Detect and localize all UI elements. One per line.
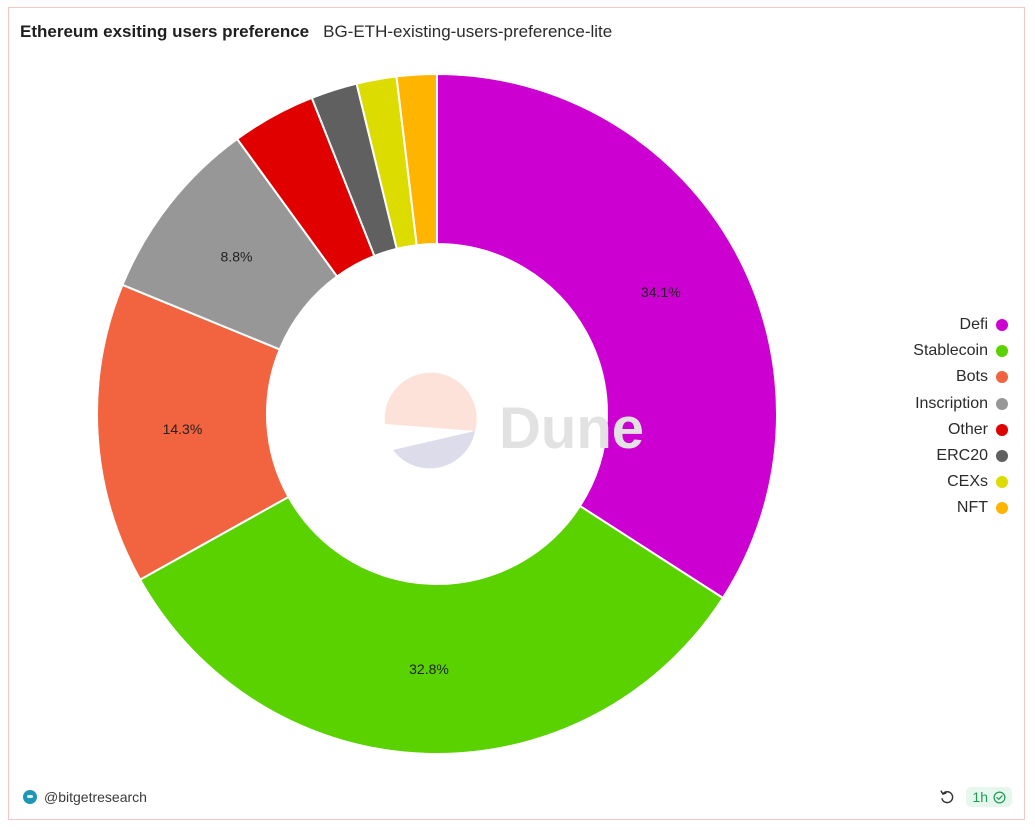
check-circle-icon [993,791,1006,803]
legend-swatch [996,423,1008,436]
legend-label: Stablecoin [913,342,988,360]
legend-label: Defi [959,316,988,334]
chart-slices [96,72,778,755]
slice-defi[interactable] [436,72,778,600]
data-label-stablecoin: 32.8% [409,661,449,677]
legend-item-inscription[interactable]: Inscription [913,391,1008,417]
legend-item-nft[interactable]: NFT [913,495,1008,521]
bitget-logo-icon [23,790,37,804]
legend-item-erc20[interactable]: ERC20 [913,443,1008,469]
watermark-logo-bottom [393,431,475,469]
slice-nft[interactable] [395,72,438,247]
legend-item-bots[interactable]: Bots [913,364,1008,390]
legend-swatch [996,319,1008,332]
legend-item-cexs[interactable]: CEXs [913,469,1008,495]
legend-label: Inscription [915,394,988,412]
legend-swatch [996,397,1008,410]
legend-label: ERC20 [936,447,988,465]
watermark-logo-top [384,372,477,431]
data-label-inscription: 8.8% [221,248,253,264]
legend-item-other[interactable]: Other [913,417,1008,443]
chart-legend: Defi Stablecoin Bots Inscription Other ERC20 C… [913,312,1008,522]
refresh-controls: 1h [938,787,1012,807]
legend-item-stablecoin[interactable]: Stablecoin [913,338,1008,364]
slice-bots[interactable] [96,283,290,582]
legend-swatch [996,502,1008,515]
refresh-icon[interactable] [938,788,956,806]
data-label-bots: 14.3% [163,421,203,437]
donut-chart: Dune 34.1% 32.8% 14.3% 8.8% [96,72,778,755]
query-name[interactable]: BG-ETH-existing-users-preference-lite [323,22,613,41]
refresh-interval: 1h [972,789,988,805]
owner-handle[interactable]: @bitgetresearch [44,789,147,805]
legend-label: Bots [955,368,988,386]
legend-label: NFT [956,499,988,517]
data-label-defi: 34.1% [641,284,681,300]
slice-stablecoin[interactable] [138,495,725,755]
dune-watermark: Dune [384,372,644,469]
legend-swatch [996,345,1008,358]
legend-label: Other [947,420,988,438]
chart-card: Ethereum exsiting users preference BG-ET… [8,7,1025,820]
legend-swatch [996,450,1008,463]
legend-item-defi[interactable]: Defi [913,312,1008,338]
legend-label: CEXs [947,473,988,491]
watermark-text: Dune [499,396,644,461]
chart-title: Ethereum exsiting users preference [20,22,310,41]
chart-data-labels: 34.1% 32.8% 14.3% 8.8% [163,248,681,676]
chart-header: Ethereum exsiting users preference BG-ET… [20,22,612,42]
refresh-status-badge[interactable]: 1h [966,787,1012,807]
owner-info[interactable]: @bitgetresearch [23,789,147,805]
legend-swatch [996,476,1008,489]
legend-swatch [996,371,1008,384]
